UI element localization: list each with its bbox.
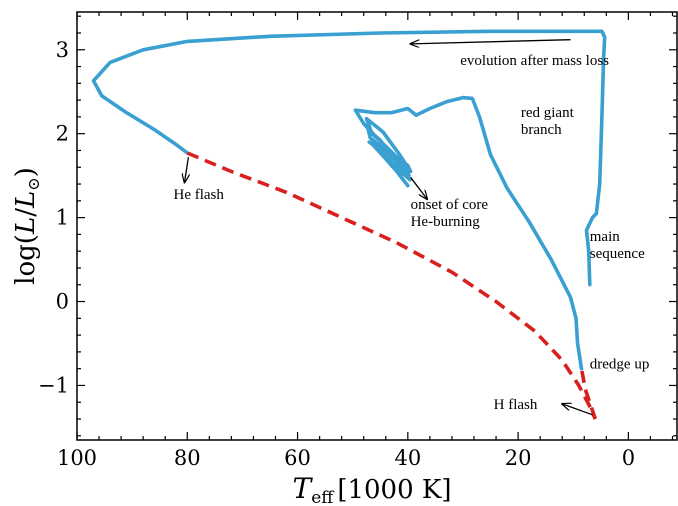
- x-tick-label: 80: [174, 446, 201, 470]
- annotation-line: He flash: [173, 187, 224, 203]
- annotations: evolution after mass loss red giant branch…: [173, 39, 650, 416]
- annotation-arrow: [185, 157, 189, 182]
- y-tick-label: −1: [38, 373, 69, 397]
- annotation-label: red giant branch: [521, 105, 575, 138]
- annotation-line: onset of core: [411, 197, 489, 213]
- x-tick-labels: 100 80 60 40 20 0: [57, 446, 635, 470]
- x-tick-label: 40: [394, 446, 421, 470]
- y-tick-label: 2: [56, 122, 69, 146]
- dashed-track-line-0: [186, 151, 597, 420]
- y-tick-labels: −1 0 1 2 3: [38, 38, 69, 398]
- dashed-track-line-1: [579, 368, 598, 420]
- axis-ticks: [76, 12, 677, 440]
- annotation-label: He flash: [173, 187, 224, 203]
- annotation-line: evolution after mass loss: [460, 53, 609, 69]
- annotation-line: H flash: [494, 397, 538, 413]
- annotation-arrow: [411, 39, 571, 44]
- y-tick-label: 0: [56, 290, 69, 314]
- annotation-line: branch: [521, 122, 562, 138]
- annotation-line: red giant: [521, 105, 575, 121]
- annotation-line: sequence: [590, 246, 645, 262]
- plot-lines: [91, 29, 607, 420]
- x-tick-label: 20: [505, 446, 532, 470]
- x-axis-title: Teff [1000 K]: [293, 472, 452, 506]
- x-tick-label: 0: [622, 446, 635, 470]
- annotation-arrow: [562, 404, 593, 416]
- solid-track-line-0: [91, 29, 607, 287]
- annotation-line: main: [590, 229, 620, 245]
- annotation-label: main sequence: [590, 229, 645, 262]
- annotation-line: He-burning: [411, 214, 481, 230]
- x-tick-label: 100: [57, 446, 97, 470]
- annotation-arrow: [410, 176, 428, 199]
- solid-track-line-1: [353, 95, 584, 371]
- y-tick-label: 1: [56, 206, 69, 230]
- y-tick-label: 3: [56, 38, 69, 62]
- annotation-label: H flash: [494, 397, 538, 413]
- x-tick-label: 60: [284, 446, 311, 470]
- y-axis-title: log(L/L⊙): [11, 167, 43, 285]
- annotation-label: onset of core He-burning: [411, 197, 489, 230]
- annotation-label: evolution after mass loss: [460, 53, 609, 69]
- annotation-line: dredge up: [590, 357, 650, 373]
- annotation-label: dredge up: [590, 357, 650, 373]
- plot-frame: [76, 11, 678, 441]
